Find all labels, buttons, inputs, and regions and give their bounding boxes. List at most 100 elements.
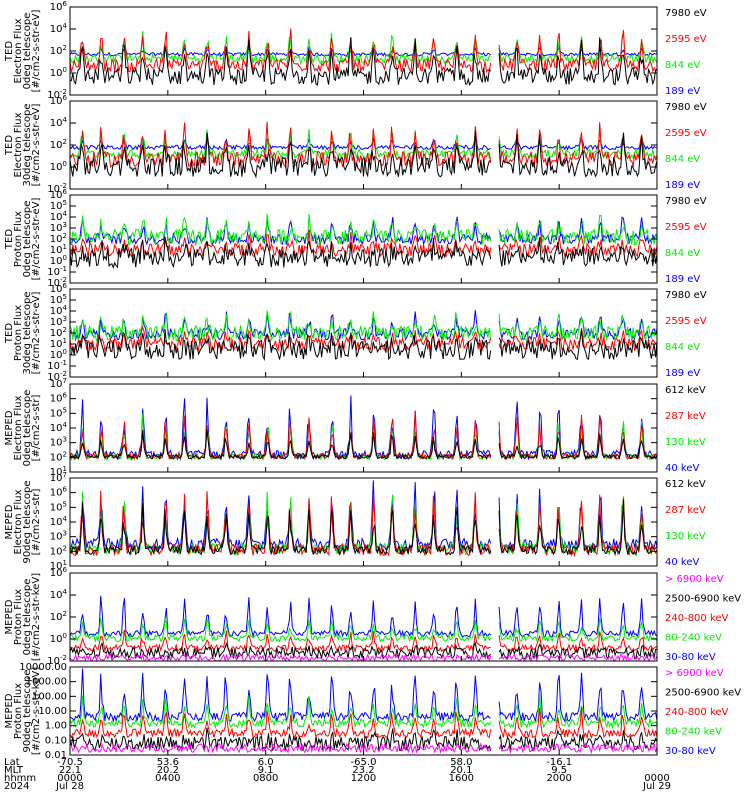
x-row-label: hhmm (4, 773, 36, 784)
series-line-2 (69, 213, 658, 247)
y-tick-label: 105 (50, 500, 67, 513)
y-axis-label: Proton Flux (13, 589, 24, 645)
x-tick-label: -65.0 (351, 757, 377, 768)
y-axis-label: 0deg telescope (22, 579, 33, 656)
y-tick-label: 107 (50, 471, 67, 484)
x-tick-label: 58.0 (450, 757, 472, 768)
y-axis-label: [#/cm2-s-str-keV] (31, 573, 42, 661)
series-line-3 (69, 410, 657, 462)
series-line-4 (69, 727, 658, 752)
legend-entry: 189 eV (665, 368, 700, 379)
y-tick-label: 10-1 (47, 265, 67, 278)
y-tick-label: 106 (50, 94, 68, 107)
y-tick-label: 104 (50, 515, 68, 528)
y-tick-label: 1000.00 (26, 677, 67, 688)
y-tick-label: 104 (50, 421, 68, 434)
legend-entry: 130 keV (665, 437, 706, 448)
y-tick-label: 102 (50, 232, 67, 245)
x-tick-label: -16.1 (546, 757, 572, 768)
y-axis-label: [#/cm2-s-str-eV] (31, 292, 42, 375)
legend-entry: 80-240 keV (665, 727, 722, 738)
legend-entry: 40 keV (665, 463, 699, 474)
y-axis-label: 0deg telescope (22, 13, 33, 90)
x-row-label: Lat (4, 757, 20, 768)
legend-entry: 612 keV (665, 479, 706, 490)
y-axis-label: Electron Flux (13, 112, 24, 177)
x-tick-label: 53.6 (157, 757, 179, 768)
y-tick-label: 107 (50, 377, 67, 390)
legend-entry: 40 keV (665, 557, 699, 568)
y-tick-label: 1.00 (45, 721, 67, 732)
x-tick-label: 1600 (449, 773, 474, 784)
y-tick-label: 10.00 (38, 706, 67, 717)
y-tick-label: 104 (50, 22, 68, 35)
y-axis-label: TED (4, 229, 15, 250)
x-tick-label: Jul 28 (55, 781, 84, 792)
x-tick-label: 23.2 (352, 765, 374, 776)
y-tick-label: 106 (50, 566, 68, 579)
y-axis-label: [#/cm2-s-str-keV] (31, 667, 42, 755)
series-line-4 (69, 329, 658, 362)
legend-entry: 287 keV (665, 411, 706, 422)
y-axis-label: TED (4, 135, 15, 156)
y-tick-label: 106 (50, 282, 68, 295)
x-tick-label: 1200 (351, 773, 376, 784)
legend-entry: 7980 eV (665, 102, 707, 113)
y-axis-label: Electron Flux (13, 395, 24, 460)
y-tick-label: 105 (50, 199, 67, 212)
legend-entry: 287 keV (665, 505, 706, 516)
y-tick-label: 10-2 (47, 370, 67, 383)
y-axis-label: [#/cm2-s-str-eV] (31, 104, 42, 187)
y-tick-label: 102 (50, 138, 67, 151)
y-tick-label: 100 (50, 348, 67, 361)
y-axis-label: 30deg telescope (22, 291, 33, 374)
y-axis-label: MEPED (4, 504, 15, 539)
legend-entry: 2595 eV (665, 128, 707, 139)
y-tick-label: 103 (50, 530, 67, 543)
x-tick-label: 0000 (644, 773, 669, 784)
y-axis-label: MEPED (4, 410, 15, 445)
y-tick-label: 104 (50, 304, 68, 317)
panel-frame (69, 383, 658, 473)
y-tick-label: 105 (50, 406, 67, 419)
y-tick-label: 102 (50, 544, 67, 557)
series-line-3 (69, 707, 658, 740)
legend-entry: 30-80 keV (665, 746, 716, 757)
legend-entry: 130 keV (665, 531, 706, 542)
series-line-2 (69, 693, 658, 730)
x-row-label: 2024 (4, 781, 29, 792)
legend-entry: 2595 eV (665, 316, 707, 327)
y-axis-label: Electron Flux (13, 18, 24, 83)
y-axis-label: Proton Flux (13, 305, 24, 361)
y-tick-label: 0.01 (45, 750, 67, 761)
y-tick-label: 103 (50, 315, 67, 328)
x-tick-label: 20.2 (157, 765, 179, 776)
y-tick-label: 10-2 (47, 654, 67, 667)
y-axis-label: TED (4, 41, 15, 62)
y-tick-label: 106 (50, 392, 68, 405)
y-tick-label: 102 (50, 44, 67, 57)
y-tick-label: 0.10 (45, 735, 67, 746)
series-line-2 (69, 491, 658, 556)
y-tick-label: 104 (50, 588, 68, 601)
y-tick-label: 10-1 (47, 359, 67, 372)
series-line-1 (69, 595, 658, 639)
y-tick-label: 102 (50, 450, 67, 463)
legend-entry: 2595 eV (665, 222, 707, 233)
series-line-1 (69, 668, 658, 723)
y-axis-label: MEPED (4, 693, 15, 728)
series-line-2 (69, 617, 658, 644)
y-tick-label: 100.00 (32, 691, 67, 702)
y-tick-label: 101 (50, 465, 67, 478)
series-line-1 (69, 310, 658, 342)
x-tick-label: -70.5 (57, 757, 83, 768)
y-tick-label: 101 (50, 559, 67, 572)
x-tick-label: 22.1 (59, 765, 81, 776)
legend-entry: 189 eV (665, 180, 700, 191)
series-line-2 (69, 310, 658, 343)
y-tick-label: 100 (50, 160, 67, 173)
